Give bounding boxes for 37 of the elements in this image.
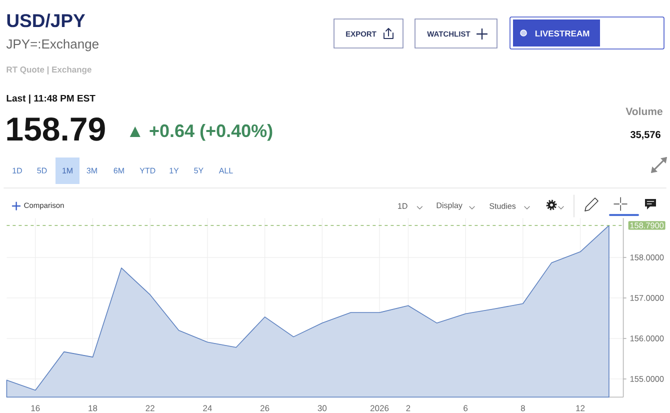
x-tick-label: 18	[88, 405, 98, 412]
x-tick-label: 24	[203, 405, 212, 412]
text: 5Y	[194, 168, 204, 174]
text: 1Y	[170, 168, 179, 174]
text: RT Quote | Exchange	[6, 66, 92, 74]
text: LIVESTREAM	[535, 30, 590, 36]
x-tick-label: 2026	[370, 405, 389, 412]
x-tick-label: 30	[318, 405, 327, 412]
text: Volume	[626, 107, 662, 116]
text: 1D	[398, 203, 408, 209]
x-tick-label: 8	[520, 405, 525, 412]
text: Display	[436, 202, 462, 210]
y-tick-label: 157.0000	[630, 295, 664, 301]
text: 5D	[37, 168, 47, 174]
text: Studies	[490, 203, 516, 209]
text: YTD	[140, 168, 156, 174]
text: 6M	[114, 168, 124, 174]
x-tick-label: 12	[576, 405, 585, 412]
text: 35,576	[630, 131, 660, 140]
chart-subtitle: JPY=:Exchange	[6, 39, 98, 52]
x-tick-label: 22	[146, 405, 154, 412]
ref-line-label: 158.7900	[630, 222, 664, 228]
text: ▲ +0.64 (+0.40%)	[130, 124, 272, 141]
text: 3M	[86, 168, 97, 174]
text: 158.79	[7, 117, 105, 141]
text: Last | 11:48 PM EST	[6, 94, 96, 104]
chart-title: USD/JPY	[7, 14, 86, 28]
x-tick-label: 6	[464, 405, 468, 412]
text: 1D	[12, 168, 22, 174]
text: ALL	[218, 168, 233, 174]
x-tick-label: 2	[406, 405, 410, 412]
x-tick-label: 26	[260, 405, 270, 412]
y-tick-label: 158.0000	[630, 254, 664, 260]
x-tick-label: 16	[31, 405, 40, 412]
y-tick-label: 156.0000	[630, 336, 664, 342]
text: 1M	[62, 168, 72, 174]
y-tick-label: 155.0000	[630, 376, 664, 382]
